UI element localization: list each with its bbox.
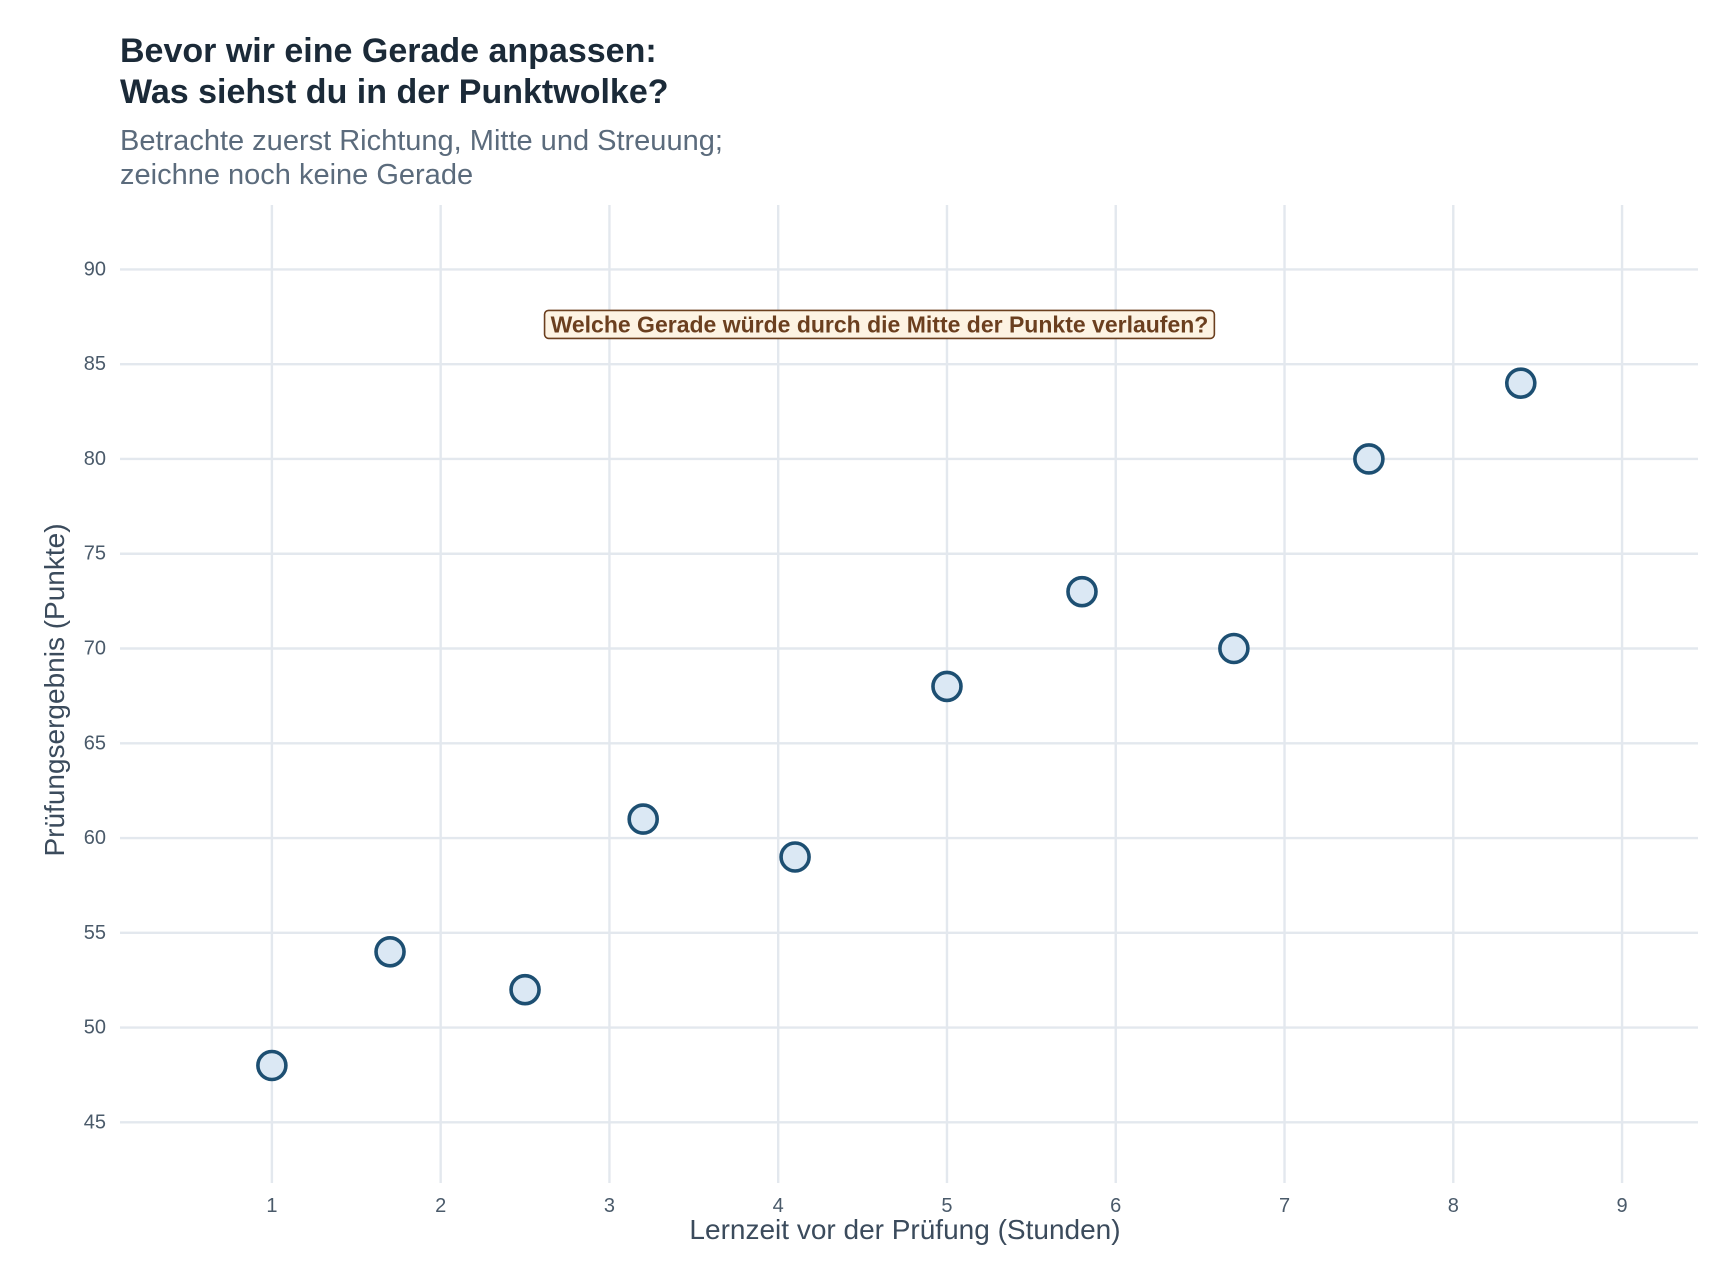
y-axis-label: Prüfungsergebnis (Punkte): [39, 523, 70, 856]
x-tick-label: 3: [604, 1195, 615, 1217]
data-point: [1066, 575, 1098, 608]
y-tick-label: 80: [84, 448, 106, 470]
x-axis-label: Lernzeit vor der Prüfung (Stunden): [689, 1214, 1120, 1245]
data-point: [627, 803, 659, 835]
y-tick-label: 65: [84, 732, 106, 754]
chart-title-line-2: Was siehst du in der Punktwolke?: [120, 73, 669, 111]
y-tick-label: 50: [84, 1017, 106, 1039]
annotation-box: [543, 309, 1216, 340]
chart-subtitle-line-1: Betrachte zuerst Richtung, Mitte und Str…: [120, 125, 723, 157]
data-point: [374, 935, 406, 968]
data-point: [256, 1049, 288, 1082]
y-tick-label: 75: [84, 543, 106, 565]
data-point: [509, 973, 541, 1006]
x-tick-label: 6: [1110, 1195, 1121, 1217]
x-tick-label: 4: [773, 1195, 784, 1217]
y-tick-label: 55: [84, 922, 106, 944]
y-tick-label: 60: [84, 827, 106, 849]
data-points: [256, 367, 1537, 1082]
annotation: Welche Gerade würde durch die Mitte der …: [543, 309, 1216, 340]
data-point: [931, 670, 963, 703]
y-tick-label: 90: [84, 258, 106, 280]
data-point: [779, 841, 811, 873]
x-tick-label: 5: [941, 1195, 952, 1217]
chart-title-line-1: Bevor wir eine Gerade anpassen:: [120, 32, 657, 70]
chart-subtitle-line-2: zeichne noch keine Gerade: [120, 159, 473, 191]
x-tick-label: 2: [435, 1195, 446, 1217]
annotation-text: Welche Gerade würde durch die Mitte der …: [551, 311, 1209, 337]
data-point: [1353, 443, 1385, 475]
x-tick-label: 7: [1279, 1195, 1290, 1217]
data-point: [1504, 367, 1537, 399]
y-tick-label: 45: [84, 1111, 106, 1133]
x-tick-label: 9: [1616, 1195, 1627, 1217]
y-tick-label: 70: [84, 638, 106, 660]
x-tick-label: 1: [266, 1195, 277, 1217]
y-tick-label: 85: [84, 353, 106, 375]
data-point: [1218, 632, 1250, 665]
grid: [120, 205, 1698, 1183]
x-tick-label: 8: [1448, 1195, 1459, 1217]
